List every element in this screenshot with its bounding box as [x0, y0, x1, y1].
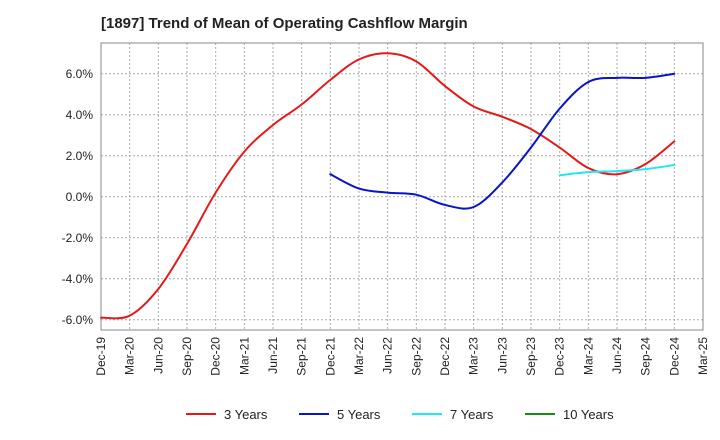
x-tick-label: Dec-24 [667, 337, 681, 376]
plot-frame [100, 42, 704, 331]
y-tick-label: -6.0% [62, 313, 94, 327]
x-tick-label: Mar-24 [581, 337, 595, 375]
x-axis-ticks: Dec-19 Mar-20 Jun-20 Sep-20 Dec-20 Mar-21 Jun-… [94, 337, 710, 376]
y-tick-label: -2.0% [62, 231, 94, 245]
x-tick-label: Mar-25 [696, 337, 710, 375]
x-tick-label: Mar-23 [467, 337, 481, 375]
x-tick-label: Jun-20 [151, 337, 165, 374]
chart-title: [1897] Trend of Mean of Operating Cashfl… [101, 15, 468, 32]
legend: 3 Years 5 Years 7 Years 10 Years [186, 407, 614, 422]
series-line-3-years [100, 52, 676, 320]
x-tick-label: Mar-21 [237, 337, 251, 375]
x-tick-label: Sep-23 [524, 337, 538, 376]
x-tick-label: Mar-22 [352, 337, 366, 375]
x-tick-label: Jun-22 [381, 337, 395, 374]
y-tick-label: 6.0% [66, 67, 94, 81]
y-tick-label: 0.0% [66, 190, 94, 204]
x-tick-label: Jun-24 [610, 337, 624, 374]
y-tick-label: 2.0% [66, 149, 94, 163]
x-tick-label: Dec-20 [209, 337, 223, 376]
x-tick-label: Jun-21 [266, 337, 280, 374]
x-tick-label: Sep-21 [295, 337, 309, 376]
legend-label: 10 Years [563, 407, 614, 422]
series-layer [100, 52, 676, 320]
y-tick-label: 4.0% [66, 108, 94, 122]
x-tick-label: Sep-20 [180, 337, 194, 376]
x-tick-label: Dec-21 [323, 337, 337, 376]
y-axis-ticks: 6.0% 4.0% 2.0% 0.0% -2.0% -4.0% -6.0% [62, 67, 94, 327]
legend-label: 3 Years [224, 407, 268, 422]
grid-layer [101, 43, 703, 330]
series-line-7-years [558, 163, 676, 177]
x-tick-label: Dec-23 [553, 337, 567, 376]
x-tick-label: Mar-20 [123, 337, 137, 375]
x-tick-label: Jun-23 [495, 337, 509, 374]
x-tick-label: Dec-22 [438, 337, 452, 376]
legend-label: 7 Years [450, 407, 494, 422]
series-line-5-years [329, 72, 676, 210]
x-tick-label: Sep-24 [639, 337, 653, 376]
x-tick-label: Sep-22 [409, 337, 423, 376]
x-tick-label: Dec-19 [94, 337, 108, 376]
legend-label: 5 Years [337, 407, 381, 422]
y-tick-label: -4.0% [62, 272, 94, 286]
